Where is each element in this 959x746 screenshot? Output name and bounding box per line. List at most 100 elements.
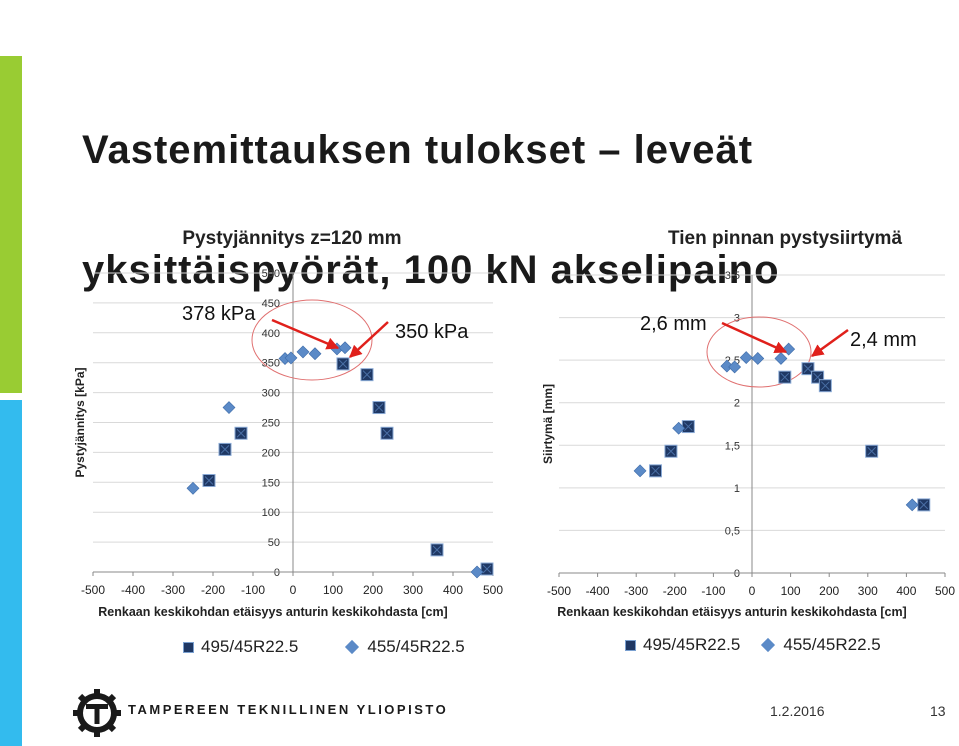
data-point-diamond (338, 341, 352, 355)
sidebar-green-bar (0, 56, 22, 393)
data-point-square (865, 444, 879, 458)
data-point-diamond (739, 351, 753, 365)
x-tick-label: 500 (483, 583, 503, 597)
x-tick-label: -100 (701, 584, 725, 598)
legend-label-455: 455/45R22.5 (367, 637, 465, 656)
y-axis-label: Pystyjännitys [kPa] (73, 367, 87, 477)
x-tick-label: 0 (749, 584, 756, 598)
data-point-square (778, 370, 792, 384)
y-tick-label: 200 (262, 447, 280, 459)
y-tick-label: 250 (262, 418, 280, 430)
data-point-square (430, 543, 444, 557)
highlight-ellipse (706, 316, 812, 388)
y-tick-label: 1 (734, 483, 740, 495)
x-tick-label: 0 (290, 583, 297, 597)
y-tick-label: 0 (274, 567, 280, 579)
chart-vertical-displacement: 00,511,522,533,5-500 -400 -300 -200 -100 0 100… (541, 228, 955, 619)
data-point-square (801, 362, 815, 376)
square-marker-cross (666, 446, 676, 456)
data-point-square (649, 464, 662, 478)
legend-stress: 495/45R22.5 455/45R22.5 (183, 637, 465, 657)
legend-label-495: 495/45R22.5 (643, 635, 741, 654)
data-point-diamond (633, 464, 647, 478)
sidebar-blue-bar (0, 400, 22, 746)
square-marker-cross (919, 500, 929, 510)
square-marker-cross (338, 359, 348, 369)
slide-title-line1: Vastemittauksen tulokset – leveät (82, 128, 754, 172)
x-tick-label: -100 (241, 583, 265, 597)
data-point-square (202, 474, 216, 488)
annotation-label: 350 kPa (395, 321, 469, 343)
x-tick-label: 400 (443, 583, 463, 597)
square-marker-icon (625, 639, 636, 651)
y-tick-label: 3,5 (725, 270, 740, 282)
x-tick-label: 300 (858, 584, 878, 598)
diamond-marker-icon (345, 639, 360, 655)
x-tick-label: 400 (896, 584, 916, 598)
data-point-square (664, 444, 678, 458)
square-marker-cross (780, 372, 790, 382)
legend-displacement: 495/45R22.5 455/45R22.5 (625, 635, 881, 655)
square-marker-cross (220, 445, 230, 454)
x-tick-label: 100 (323, 583, 343, 597)
y-tick-label: 2 (734, 398, 740, 410)
page-number: 13 (930, 703, 946, 719)
x-tick-label: -400 (586, 584, 610, 598)
y-tick-label: 0 (734, 568, 740, 580)
data-point-square (336, 357, 350, 371)
y-axis-label: Siirtymä [mm] (541, 384, 555, 464)
data-point-diamond (284, 351, 298, 365)
legend-item-495: 495/45R22.5 (625, 635, 740, 655)
square-marker-icon (183, 641, 194, 653)
slide-title: Vastemittauksen tulokset – leveät yksitt… (82, 50, 780, 330)
data-point-square (480, 562, 494, 576)
organization-name: TAMPEREEN TEKNILLINEN YLIOPISTO (128, 702, 449, 717)
square-marker-cross (236, 428, 246, 438)
sidebar-accent (0, 0, 22, 746)
square-marker-cross (432, 545, 442, 555)
x-tick-label: -200 (663, 584, 687, 598)
square-marker-cross (683, 422, 693, 431)
data-point-diamond (905, 498, 919, 512)
annotation-label: 378 kPa (182, 303, 256, 325)
square-marker-cross (482, 564, 492, 574)
data-point-square (681, 420, 695, 434)
y-tick-label: 50 (268, 537, 280, 549)
y-tick-label: 100 (262, 507, 280, 519)
legend-label-495: 495/45R22.5 (201, 637, 299, 656)
legend-item-455: 455/45R22.5 (344, 637, 465, 657)
square-marker-cross (382, 428, 392, 438)
y-tick-label: 500 (262, 268, 280, 280)
data-point-square (218, 442, 232, 456)
x-tick-label: 100 (781, 584, 801, 598)
square-marker-cross (651, 466, 660, 476)
data-point-square (360, 368, 374, 382)
x-tick-label: 300 (403, 583, 423, 597)
chart-vertical-stress: 0 50 100 150 200 250 300 350 400 450 500 -500 -400 -3… (73, 228, 503, 619)
data-point-square (372, 401, 386, 415)
x-tick-label: -300 (624, 584, 648, 598)
chart-title: Pystyjännitys z=120 mm (182, 228, 401, 249)
data-point-square (380, 426, 394, 440)
legend-item-455: 455/45R22.5 (760, 635, 881, 655)
data-point-diamond (672, 421, 686, 435)
x-tick-label: -300 (161, 583, 185, 597)
annotation-arrow (810, 328, 849, 358)
x-axis-label: Renkaan keskikohdan etäisyys anturin kes… (557, 605, 906, 619)
annotation-arrow (271, 318, 340, 350)
x-tick-label: 200 (819, 584, 839, 598)
legend-label-455: 455/45R22.5 (783, 635, 881, 654)
data-point-square (917, 498, 931, 512)
y-tick-label: 1,5 (725, 440, 740, 452)
legend-item-495: 495/45R22.5 (183, 637, 298, 657)
square-marker-cross (374, 403, 384, 412)
x-tick-label: -400 (121, 583, 145, 597)
annotation-label: 2,6 mm (640, 313, 707, 335)
annotation-arrow (349, 321, 389, 358)
annotation-arrow (721, 321, 788, 354)
annotation-label: 2,4 mm (850, 329, 917, 351)
square-marker-cross (820, 381, 830, 391)
university-logo-icon (73, 689, 121, 737)
square-marker-cross (362, 370, 372, 380)
